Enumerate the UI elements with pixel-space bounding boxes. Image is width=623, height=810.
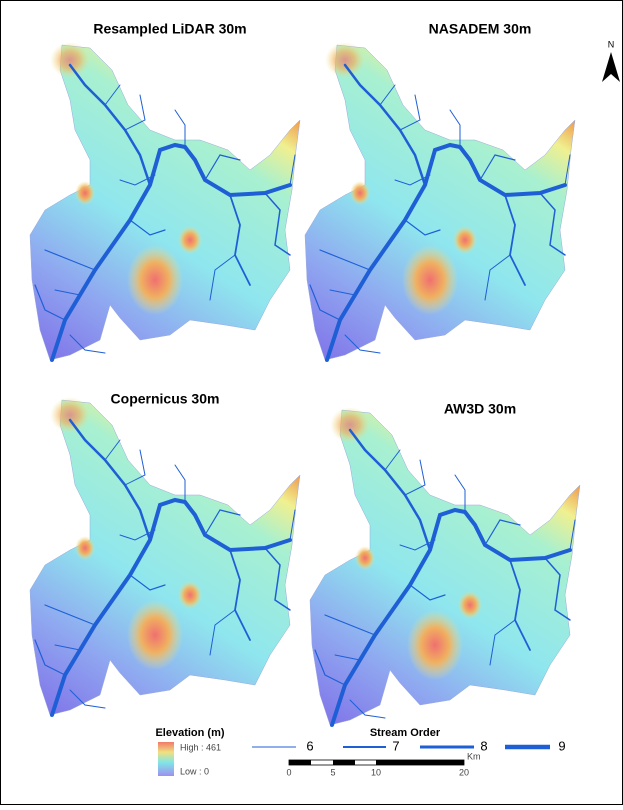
figure: Resampled LiDAR 30m NASADEM 30m Copernic…	[0, 0, 623, 805]
scale-segment	[376, 760, 464, 765]
scale-bar: 0 5 10 20 Km	[286, 751, 480, 777]
stream-order-label: 9	[558, 738, 565, 753]
map-panel	[30, 397, 300, 715]
stream-order-label: 8	[480, 738, 487, 753]
scale-tick-label: 5	[330, 767, 335, 777]
stream-order-label: 6	[306, 738, 313, 753]
legend-low: Low : 0	[180, 766, 209, 776]
scale-tick-label: 0	[286, 767, 291, 777]
legend-high: High : 461	[180, 742, 221, 752]
stream-order-label: 7	[392, 738, 399, 753]
panel-title: Copernicus 30m	[111, 391, 220, 407]
panel-title: NASADEM 30m	[429, 21, 532, 37]
stream-legend: Stream Order 6 7 8 9	[252, 727, 566, 754]
north-label: N	[608, 39, 615, 49]
north-arrow-shape	[602, 52, 620, 82]
page: Resampled LiDAR 30m NASADEM 30m Copernic…	[0, 0, 623, 810]
elevation-legend: Elevation (m) High : 461 Low : 0	[155, 727, 224, 776]
north-arrow: N	[602, 39, 620, 82]
scale-segment	[289, 760, 311, 765]
map-panel	[30, 42, 300, 360]
panel-title: Resampled LiDAR 30m	[93, 21, 246, 37]
elevation-ramp	[158, 742, 174, 776]
legend-title: Elevation (m)	[155, 727, 224, 739]
panel-title: AW3D 30m	[444, 401, 516, 417]
legend-title: Stream Order	[370, 727, 441, 739]
scale-tick-label: 10	[371, 767, 381, 777]
scale-tick-label: 20	[459, 767, 469, 777]
map-panel	[310, 407, 580, 725]
map-panel	[305, 42, 575, 360]
scale-segment	[333, 760, 355, 765]
scale-unit: Km	[467, 751, 481, 761]
